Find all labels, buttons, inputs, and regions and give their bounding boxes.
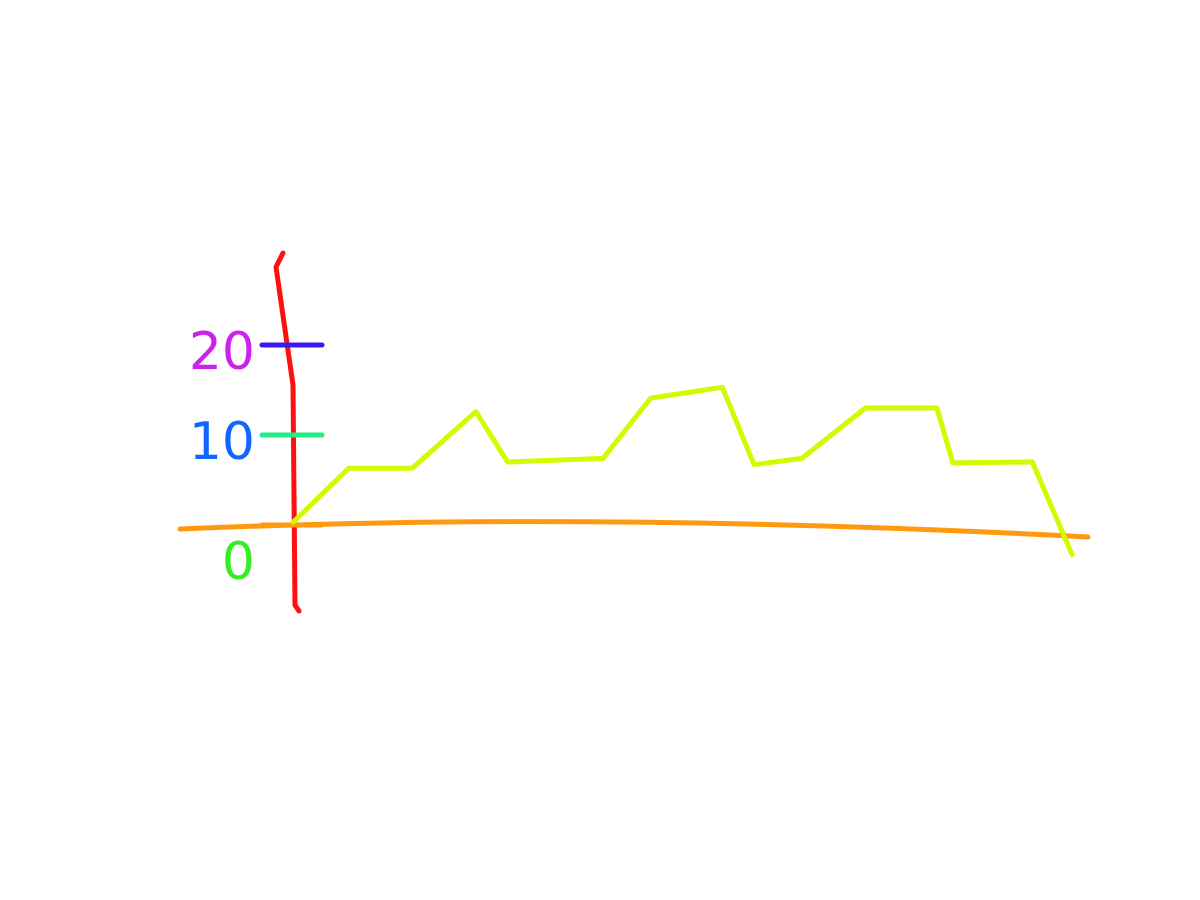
data-line	[290, 384, 1075, 558]
y-tick-label: 10	[189, 412, 255, 472]
y-axis	[273, 250, 302, 614]
y-tick-label: 0	[222, 532, 255, 592]
y-tick-label: 20	[189, 322, 255, 382]
